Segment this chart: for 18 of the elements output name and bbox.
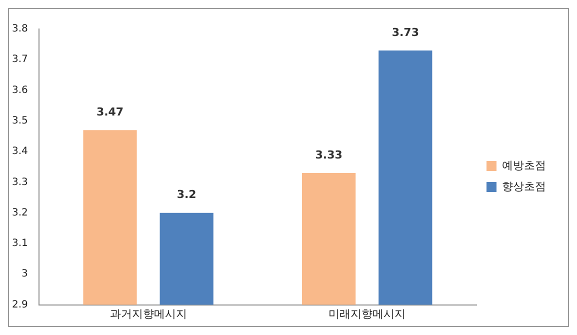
legend-label: 향상초점: [502, 180, 546, 193]
legend-label: 예방초점: [502, 158, 546, 172]
x-tick-label: 미래지향메시지: [328, 307, 406, 320]
y-tick-label: 3.7: [12, 54, 28, 66]
y-tick-label: 3.6: [12, 84, 28, 96]
y-tick-label: 3.2: [12, 207, 28, 218]
y-tick-label: 3.4: [12, 146, 28, 158]
y-tick-label: 2.9: [12, 299, 28, 310]
data-label: 3.2: [176, 188, 196, 202]
y-tick-label: 3.1: [12, 238, 28, 250]
data-label: 3.73: [392, 26, 419, 39]
y-tick-label: 3.8: [12, 24, 28, 35]
y-tick-label: 3: [22, 268, 28, 280]
y-tick-label: 3.3: [12, 176, 28, 188]
y-tick-label: 3.5: [12, 116, 28, 127]
data-label: 3.47: [96, 105, 124, 118]
data-label: 3.33: [315, 148, 342, 162]
x-tick-label: 과거지향메시지: [110, 307, 187, 320]
